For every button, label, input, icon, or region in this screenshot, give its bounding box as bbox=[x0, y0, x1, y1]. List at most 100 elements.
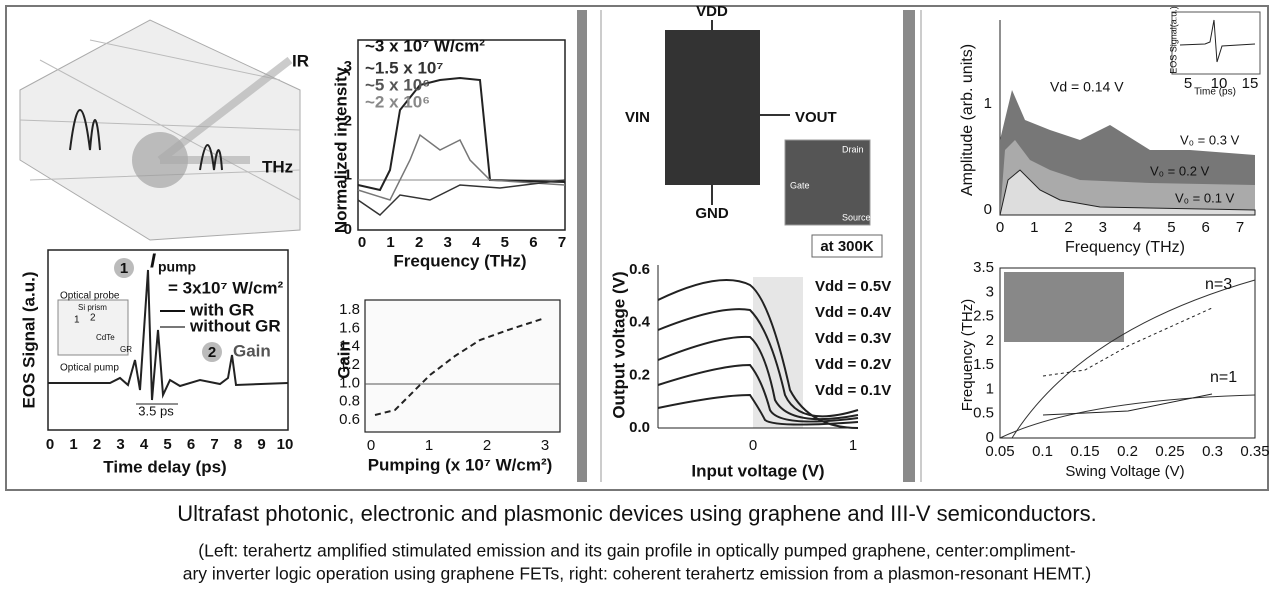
curve bbox=[657, 279, 859, 429]
caption-title: Ultrafast photonic, electronic and plasm… bbox=[177, 501, 1097, 526]
curve bbox=[657, 335, 859, 421]
fit-curve bbox=[999, 394, 1256, 439]
beam bbox=[157, 56, 293, 164]
tick-label: 0.3 bbox=[1202, 443, 1223, 460]
legend-label: ~1.5 x 10⁷ bbox=[365, 58, 443, 77]
tick-label: 3 bbox=[986, 283, 994, 300]
tick-label: 1.6 bbox=[339, 319, 360, 336]
mode-label: n=1 bbox=[1210, 369, 1237, 386]
tick-label: 4 bbox=[472, 234, 481, 251]
tick-label: 0.8 bbox=[339, 393, 360, 410]
marker-circle bbox=[202, 342, 222, 362]
tick-label: 1 bbox=[69, 436, 77, 453]
annotation: Vd = 0.14 V bbox=[1050, 79, 1124, 95]
label-thz: THz bbox=[262, 157, 293, 176]
pulse bbox=[199, 144, 223, 171]
data-line bbox=[1042, 307, 1213, 377]
gnd-label: GND bbox=[695, 205, 729, 222]
inset-label: Optical probe bbox=[60, 291, 120, 302]
tick-label: 1 bbox=[849, 437, 857, 454]
tick-label: 10 bbox=[277, 436, 294, 453]
curve bbox=[657, 308, 859, 418]
x-axis-label: Input voltage (V) bbox=[691, 461, 824, 480]
tick-label: 0.4 bbox=[629, 314, 651, 331]
tick-label: 0.05 bbox=[985, 443, 1014, 460]
y-axis-label: Gain bbox=[334, 341, 353, 379]
tick-label: 1.5 bbox=[973, 356, 994, 373]
tick-label: 4 bbox=[1133, 219, 1141, 236]
data-line bbox=[1042, 393, 1213, 416]
legend-label: without GR bbox=[189, 316, 281, 335]
hemt-photo bbox=[1004, 272, 1124, 342]
lattice bbox=[19, 39, 301, 201]
marker-label: 2 bbox=[208, 344, 216, 361]
area-curve bbox=[1000, 140, 1255, 215]
tick-label: 0 bbox=[986, 429, 994, 446]
y-axis-label: Output voltage (V) bbox=[609, 271, 628, 418]
pulse bbox=[69, 109, 101, 151]
tick-label: 1 bbox=[425, 437, 433, 454]
tick-label: 0 bbox=[749, 437, 757, 454]
curve bbox=[357, 133, 566, 201]
tick-label: 5 bbox=[1167, 219, 1175, 236]
gain-curve bbox=[374, 317, 546, 416]
tick-label: 0 bbox=[367, 437, 375, 454]
temperature-box bbox=[811, 234, 883, 258]
divider bbox=[577, 10, 587, 482]
micro-label: Gate bbox=[790, 180, 810, 190]
curve bbox=[657, 363, 859, 423]
tick-label: 0 bbox=[344, 221, 352, 238]
gain-label: Gain bbox=[233, 341, 271, 360]
tick-label: 3 bbox=[1099, 219, 1107, 236]
tick-label: 2 bbox=[483, 437, 491, 454]
x-axis-label: Frequency (THz) bbox=[1065, 239, 1185, 256]
temperature-label: at 300K bbox=[820, 238, 874, 255]
x-axis-label: Swing Voltage (V) bbox=[1065, 463, 1184, 480]
tick-label: 10 bbox=[1211, 75, 1228, 92]
tick-label: 0.6 bbox=[339, 411, 360, 428]
micrograph bbox=[784, 139, 871, 226]
tick-label: 0.5 bbox=[973, 405, 994, 422]
delay-label: 3.5 ps bbox=[138, 403, 174, 418]
tick-label: Vdd = 0.1V bbox=[815, 382, 891, 399]
tick-label: 0.0 bbox=[629, 419, 650, 436]
divider bbox=[600, 10, 602, 482]
vdd-label: VDD bbox=[696, 3, 728, 20]
transfer-curves bbox=[657, 279, 859, 429]
micro-label: Drain bbox=[842, 144, 864, 154]
tick-label: 0.1 bbox=[1032, 443, 1053, 460]
curve bbox=[657, 393, 859, 426]
tick-label: 1 bbox=[344, 167, 352, 184]
x-axis-label: Frequency (THz) bbox=[393, 251, 526, 270]
circuit-wire bbox=[665, 20, 790, 205]
pump-subscript: pump bbox=[158, 259, 196, 275]
tick-label: 2 bbox=[415, 234, 423, 251]
inset-marker: 1 bbox=[74, 315, 80, 326]
tick-label: 0 bbox=[996, 219, 1004, 236]
area-curve bbox=[999, 169, 1256, 216]
inset-y-label: EOS Signal(a.u.) bbox=[1168, 6, 1178, 74]
tick-label: 5 bbox=[1184, 75, 1192, 92]
tick-label: 0.2 bbox=[1117, 443, 1138, 460]
inset-label: Optical pump bbox=[60, 363, 119, 374]
tick-label: 2.5 bbox=[973, 308, 994, 325]
x-axis-label: Pumping (x 10⁷ W/cm²) bbox=[368, 455, 553, 474]
tick-label: Vdd = 0.4V bbox=[815, 304, 891, 321]
legend-label: ~2 x 10⁶ bbox=[365, 92, 430, 111]
legend-label: with GR bbox=[189, 300, 254, 319]
legend-label: ~3 x 10⁷ W/cm² bbox=[365, 36, 485, 55]
tick-label: 6 bbox=[529, 234, 537, 251]
divider bbox=[920, 10, 922, 482]
tick-label: 1 bbox=[386, 234, 394, 251]
tick-label: 8 bbox=[234, 436, 242, 453]
inset-x-label: Time (ps) bbox=[1194, 87, 1236, 98]
tick-label: 0 bbox=[358, 234, 366, 251]
tick-label: 6 bbox=[187, 436, 195, 453]
vin-label: VIN bbox=[625, 109, 650, 126]
tick-label: 1.2 bbox=[339, 356, 360, 373]
tick-label: 2 bbox=[986, 332, 994, 349]
curve-label: V₀ = 0.2 V bbox=[1150, 163, 1210, 178]
